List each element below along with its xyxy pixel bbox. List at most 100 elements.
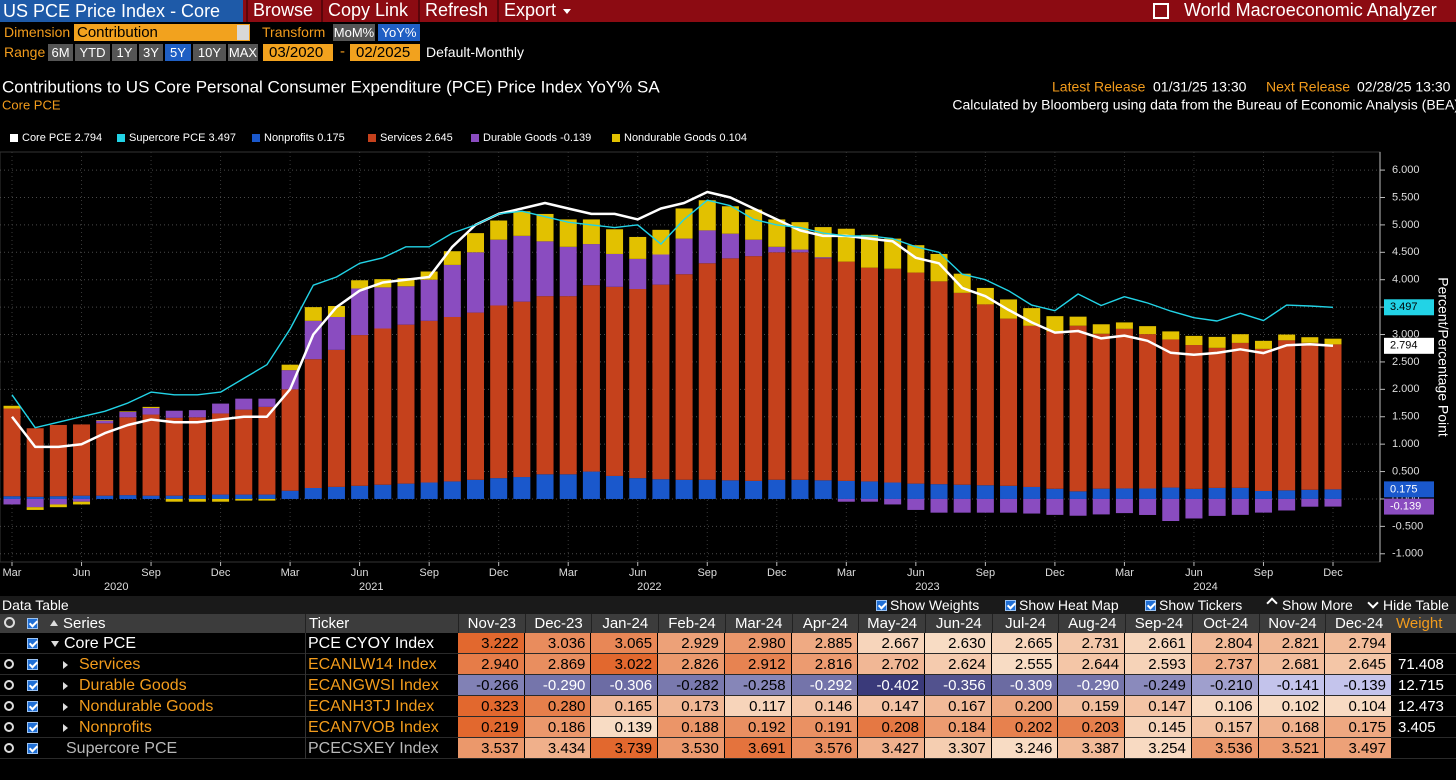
table-option[interactable]: Show More <box>1266 596 1353 614</box>
column-header[interactable]: Dec-23 <box>524 614 592 633</box>
dropdown-caret[interactable] <box>563 8 572 14</box>
row-crosshair-icon[interactable] <box>4 743 14 753</box>
row-checkbox[interactable] <box>27 659 38 670</box>
option-label[interactable]: Show Tickers <box>1159 597 1243 613</box>
expand-arrow[interactable] <box>63 703 68 711</box>
bar-segment <box>1092 324 1110 334</box>
row-checkbox[interactable] <box>27 680 38 691</box>
row-name[interactable]: Services <box>79 656 141 673</box>
column-header[interactable]: Dec-24 <box>1325 614 1392 633</box>
row-name[interactable]: Durable Goods <box>79 677 187 694</box>
row-name[interactable]: Nondurable Goods <box>79 698 214 715</box>
column-header[interactable]: Apr-24 <box>791 614 859 633</box>
range-button[interactable]: 3Y <box>139 44 163 61</box>
row-ticker[interactable]: PCECSXEY Index <box>305 738 457 759</box>
column-header[interactable]: Nov-23 <box>458 614 525 633</box>
row-ticker[interactable]: ECANLW14 Index <box>305 654 457 675</box>
table-option[interactable]: Show Heat Map <box>1003 596 1119 614</box>
legend-label: Nondurable Goods 0.104 <box>624 132 747 144</box>
column-header[interactable]: Feb-24 <box>658 614 725 633</box>
series-sort-arrow[interactable] <box>50 620 58 626</box>
menu-item[interactable]: Browse <box>246 0 318 22</box>
range-button[interactable]: 1Y <box>112 44 137 61</box>
menu-item[interactable]: Refresh <box>418 0 494 22</box>
expand-arrow[interactable] <box>51 641 59 647</box>
expand-arrow[interactable] <box>63 661 68 669</box>
bar-segment <box>374 484 392 499</box>
range-button[interactable]: 6M <box>48 44 73 61</box>
row-name[interactable]: Supercore PCE <box>66 740 178 757</box>
range-button[interactable]: MAX <box>228 44 258 61</box>
x-tick-label: Sep <box>976 567 996 579</box>
column-header[interactable]: Oct-24 <box>1191 614 1259 633</box>
chevron-icon[interactable] <box>1266 597 1278 609</box>
security-field[interactable]: US PCE Price Index - Core <box>0 0 243 22</box>
bar-segment <box>397 324 415 484</box>
chevron-icon[interactable] <box>1367 597 1379 609</box>
menu-label[interactable]: Refresh <box>425 0 489 20</box>
row-name[interactable]: Nonprofits <box>79 719 152 736</box>
range-button[interactable]: YTD <box>75 44 110 61</box>
app-name[interactable]: World Macroeconomic Analyzer <box>1184 0 1437 20</box>
bar-segment <box>606 286 624 476</box>
checkbox[interactable] <box>876 600 887 611</box>
dimension-select[interactable]: Contribution <box>74 24 250 41</box>
bar-segment <box>142 414 160 496</box>
end-date[interactable]: 02/2025 <box>350 44 420 61</box>
row-ticker[interactable]: ECAN7VOB Index <box>305 717 457 738</box>
range-button[interactable]: 10Y <box>193 44 226 61</box>
column-header[interactable]: May-24 <box>858 614 925 633</box>
row-crosshair-icon[interactable] <box>4 680 14 690</box>
row-checkbox[interactable] <box>27 701 38 712</box>
menu-label[interactable]: Copy Link <box>328 0 409 20</box>
bar-segment <box>837 498 855 502</box>
frequency[interactable]: Default-Monthly <box>426 44 525 60</box>
transform-button[interactable]: MoM% <box>333 24 375 41</box>
range-button[interactable]: 5Y <box>165 44 191 61</box>
bar-segment <box>73 501 91 505</box>
table-option[interactable]: Show Weights <box>874 596 979 614</box>
table-option[interactable]: Show Tickers <box>1143 596 1242 614</box>
row-checkbox[interactable] <box>27 638 38 649</box>
menu-label[interactable]: Browse <box>253 0 314 20</box>
bar-segment <box>1208 498 1226 516</box>
row-name[interactable]: Core PCE <box>64 635 137 652</box>
expand-arrow[interactable] <box>63 682 68 690</box>
menu-item[interactable]: Export <box>497 0 579 22</box>
row-ticker[interactable]: PCE CYOY Index <box>305 633 457 654</box>
option-label[interactable]: Show Weights <box>890 597 980 613</box>
option-label[interactable]: Show More <box>1282 597 1353 613</box>
row-checkbox[interactable] <box>27 722 38 733</box>
table-cell: 0.102 <box>1258 696 1326 716</box>
app-icon[interactable] <box>1153 3 1169 19</box>
column-header[interactable]: Jan-24 <box>591 614 658 633</box>
row-ticker[interactable]: ECANGWSI Index <box>305 675 457 696</box>
column-header[interactable]: Jun-24 <box>925 614 992 633</box>
column-header[interactable]: Ticker <box>305 614 460 633</box>
column-header[interactable]: Sep-24 <box>1125 614 1192 633</box>
start-date[interactable]: 03/2020 <box>263 44 333 61</box>
row-crosshair-icon[interactable] <box>4 722 14 732</box>
header-checkbox[interactable] <box>27 618 38 629</box>
table-option[interactable]: Hide Table <box>1367 596 1449 614</box>
checkbox[interactable] <box>1005 600 1016 611</box>
expand-arrow[interactable] <box>63 724 68 732</box>
menu-item[interactable]: Copy Link <box>321 0 415 22</box>
bar-segment <box>536 213 554 242</box>
row-crosshair-icon[interactable] <box>4 659 14 669</box>
dropdown-button[interactable] <box>237 25 249 40</box>
option-label[interactable]: Show Heat Map <box>1019 597 1119 613</box>
checkbox[interactable] <box>1145 600 1156 611</box>
row-ticker[interactable]: ECANH3TJ Index <box>305 696 457 717</box>
row-crosshair-icon[interactable] <box>4 701 14 711</box>
row-checkbox[interactable] <box>27 743 38 754</box>
column-header[interactable]: Aug-24 <box>1058 614 1125 633</box>
column-header[interactable]: Jul-24 <box>991 614 1059 633</box>
column-header[interactable]: Nov-24 <box>1258 614 1326 633</box>
column-header[interactable]: Mar-24 <box>724 614 792 633</box>
table-cell: -0.210 <box>1191 675 1259 695</box>
option-label[interactable]: Hide Table <box>1383 597 1449 613</box>
column-header[interactable]: Series <box>63 615 106 632</box>
menu-label[interactable]: Export <box>504 0 557 20</box>
transform-button[interactable]: YoY% <box>378 24 420 41</box>
